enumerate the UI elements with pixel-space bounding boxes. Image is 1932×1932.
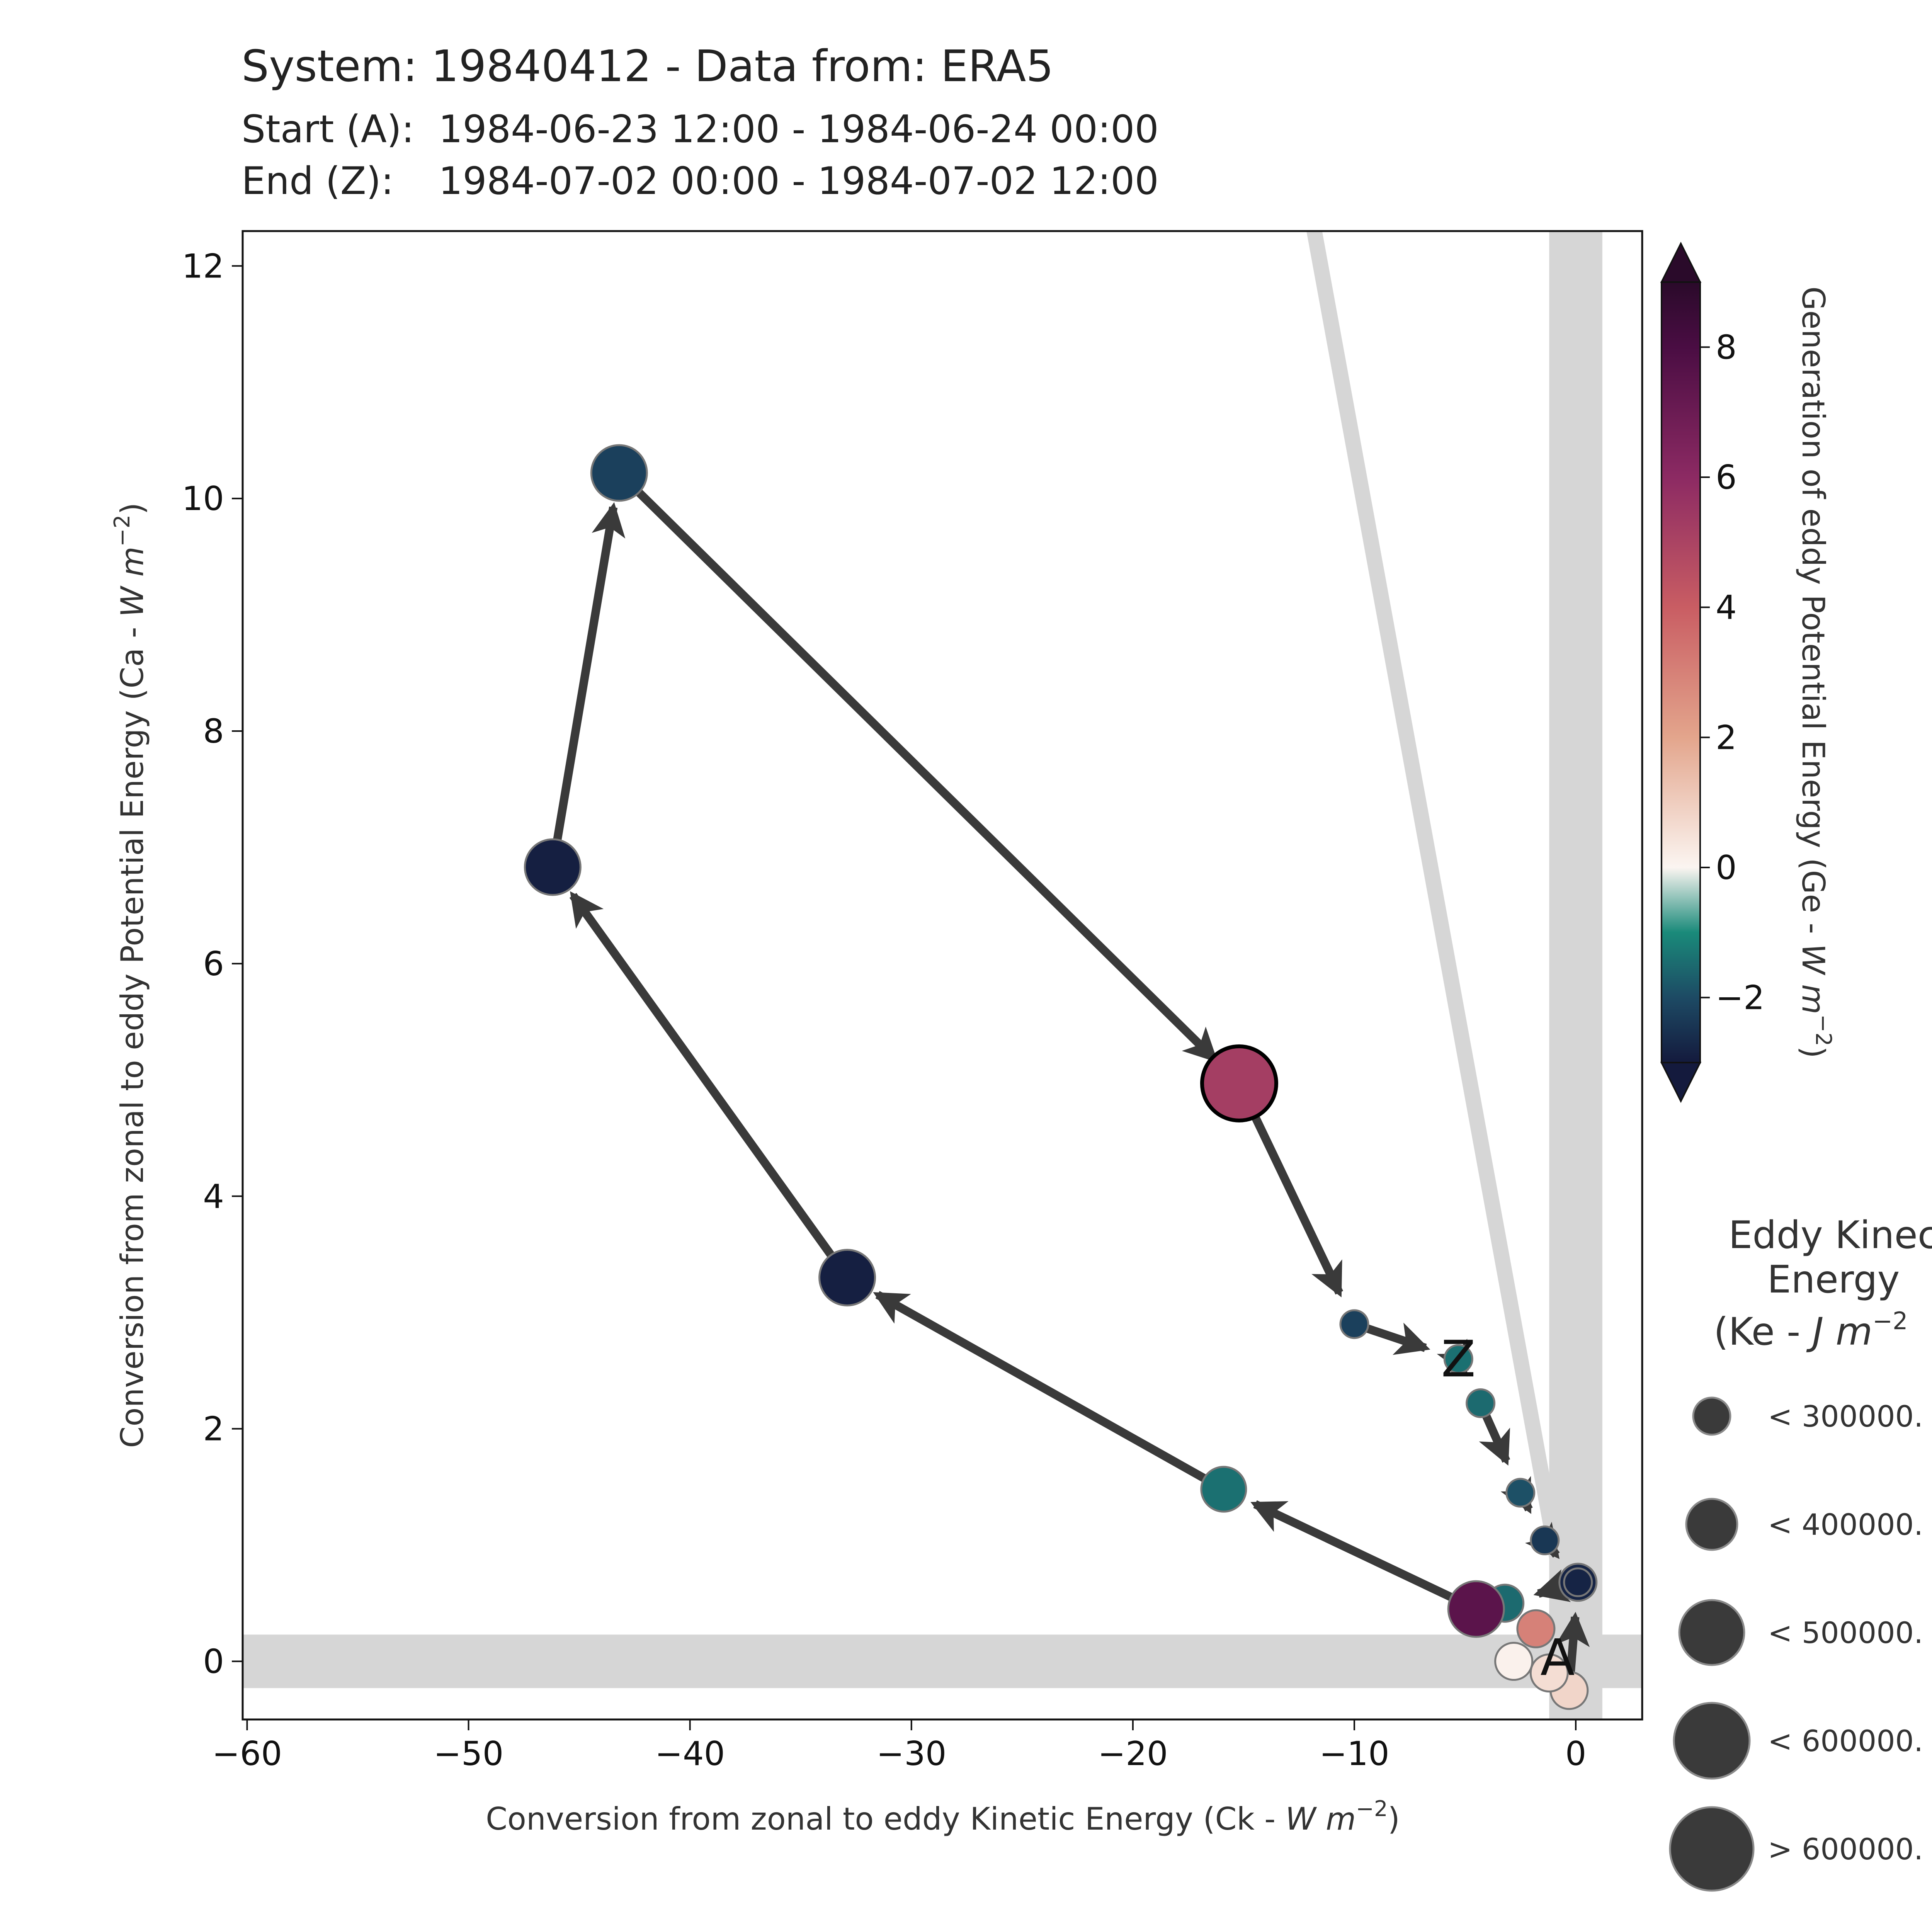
data-point [590,444,648,502]
size-legend-marker [1678,1599,1745,1666]
x-axis-ticks: −60 −50 −40 −30 −20 −10 0 [212,1719,1587,1773]
colorbar-extend-top [1660,242,1702,283]
vertical-zero-band [1549,231,1602,1719]
data-point [1466,1388,1496,1418]
size-legend-title-line-2: Energy [1767,1258,1900,1302]
colorbar-label: Generation of eddy Potential Energy (Ge … [1795,286,1836,1058]
diagonal-reference-line [1306,231,1583,1663]
start-period-value: 1984-06-23 12:00 - 1984-06-24 00:00 [439,107,1159,151]
data-point [1200,1044,1278,1122]
plot-frame [242,230,1643,1721]
colorbar-tick-label: 8 [1716,328,1737,367]
data-point [1516,1609,1556,1648]
y-tick-label: 2 [203,1410,224,1449]
colorbar-extend-bottom [1660,1062,1702,1103]
colorbar-gradient [1661,281,1701,1063]
chart-title: System: 19840412 - Data from: ERA5 [242,41,1054,92]
data-point [1529,1653,1569,1693]
data-point [1443,1344,1473,1374]
start-period-label: Start (A): [242,107,414,151]
size-legend-label: < 500000. [1768,1616,1923,1650]
size-legend-label: < 600000. [1768,1724,1923,1758]
end-period-value: 1984-07-02 00:00 - 1984-07-02 12:00 [439,159,1159,203]
size-legend-marker [1673,1702,1751,1780]
size-legend-title-line-1: Eddy Kinec [1728,1213,1932,1257]
trajectory-arrow [548,502,626,868]
data-point [1494,1642,1534,1681]
y-tick-label: 4 [203,1177,224,1216]
colorbar-tick-label: 0 [1716,849,1737,887]
x-tick-label: −40 [655,1735,725,1773]
end-marker-label: Z [1441,1330,1476,1388]
data-point [1563,1567,1593,1597]
end-period-label: End (Z): [242,159,394,203]
size-legend-label: < 400000. [1768,1507,1923,1542]
trajectory-arrow [616,470,1218,1063]
data-point [818,1248,876,1306]
data-point [1339,1309,1369,1339]
colorbar-tick-label: 6 [1716,458,1737,497]
size-legend-label: < 300000. [1768,1399,1923,1434]
x-tick-label: −10 [1319,1735,1389,1773]
x-tick-label: −60 [212,1735,282,1773]
start-marker-label: A [1540,1628,1575,1687]
x-tick-label: −50 [434,1735,504,1773]
y-tick-label: 10 [182,480,224,518]
y-axis-label: Conversion from zonal to eddy Potential … [110,503,150,1448]
trajectory-arrow [873,1291,1226,1493]
size-legend-marker [1692,1396,1731,1436]
y-tick-label: 0 [203,1643,224,1681]
size-legend-label: > 600000. [1768,1832,1923,1866]
plot-area: A Z [242,230,1643,1721]
data-point [524,838,582,896]
size-legend-marker [1669,1806,1755,1892]
horizontal-zero-band [243,1634,1642,1688]
trajectory-arrow [569,891,851,1280]
colorbar: −2 0 2 4 6 8 Generation of eddy Potential Ene… [1660,242,1836,1103]
size-legend-title-line-3: (Ke - J m−2 [1714,1307,1908,1354]
x-tick-label: −30 [876,1735,947,1773]
colorbar-tick-label: 2 [1716,718,1737,757]
size-legend: Eddy Kinec Energy (Ke - J m−2 < 300000. <… [1669,1213,1932,1892]
data-point [1530,1526,1560,1556]
trajectory-arrow [1250,1500,1478,1613]
data-point [1200,1466,1247,1513]
x-axis-label: Conversion from zonal to eddy Kinetic En… [486,1796,1400,1837]
colorbar-ticks: −2 0 2 4 6 8 [1700,328,1765,1017]
x-tick-label: −20 [1098,1735,1168,1773]
data-point [1505,1478,1536,1508]
y-tick-label: 8 [203,712,224,751]
y-tick-label: 12 [182,247,224,286]
size-legend-marker [1685,1498,1738,1551]
y-tick-label: 6 [203,945,224,983]
colorbar-tick-label: 4 [1716,588,1737,627]
x-tick-label: 0 [1565,1735,1587,1773]
colorbar-tick-label: −2 [1716,979,1765,1017]
y-axis-ticks: 0 2 4 6 8 10 12 [182,247,243,1681]
data-point [1447,1580,1505,1638]
